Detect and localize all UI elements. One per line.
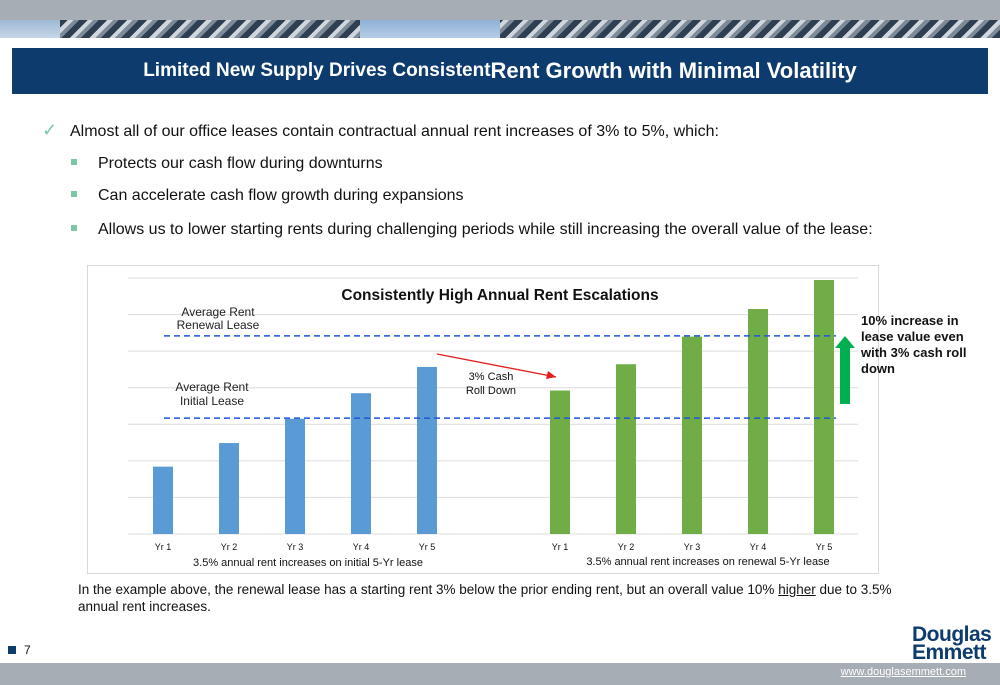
slide-title-part2: Rent Growth with Minimal Volatility — [490, 58, 857, 83]
page-number: 7 — [8, 643, 31, 657]
x-tick-label: Yr 4 — [353, 542, 370, 552]
bar — [550, 390, 570, 534]
footnote-underlined: higher — [778, 582, 816, 597]
group-label-renewal: 3.5% annual rent increases on renewal 5-… — [586, 556, 829, 568]
sub-bullet-2: Can accelerate cash flow growth during e… — [98, 187, 464, 204]
rolldown-label-line2: Roll Down — [466, 385, 516, 397]
bar — [153, 466, 173, 534]
x-tick-label: Yr 1 — [552, 542, 569, 552]
rolldown-arrowhead-icon — [546, 371, 556, 379]
group-label-initial: 3.5% annual rent increases on initial 5-… — [193, 557, 423, 569]
increase-line-1: 10% increase in — [861, 313, 959, 328]
increase-line-4: down — [861, 361, 895, 376]
square-bullet-icon — [71, 191, 77, 197]
bar — [748, 308, 768, 534]
increase-line-2: lease value even — [861, 329, 964, 344]
ref-label-renewal-line2: Renewal Lease — [177, 318, 260, 332]
slide-title-part1: Limited New Supply Drives Consistent — [143, 60, 491, 81]
page-marker-icon — [8, 646, 16, 654]
bar — [351, 393, 371, 534]
x-tick-label: Yr 3 — [684, 542, 701, 552]
bar — [219, 443, 239, 534]
chart-title: Consistently High Annual Rent Escalation… — [341, 287, 658, 304]
slide-title-bar: Limited New Supply Drives Consistent Ren… — [12, 48, 988, 94]
sub-bullet-3: Allows us to lower starting rents during… — [98, 221, 873, 238]
square-bullet-icon — [71, 159, 77, 165]
footnote-part2: due to 3.5% annual rent increases. — [78, 582, 892, 614]
x-tick-label: Yr 1 — [155, 542, 172, 552]
increase-line-3: with 3% cash roll — [861, 345, 967, 360]
website-link[interactable]: www.douglasemmett.com — [840, 666, 966, 678]
checkmark-icon: ✓ — [42, 120, 58, 140]
header-sky — [360, 20, 500, 38]
rolldown-label-line1: 3% Cash — [469, 371, 514, 383]
company-logo: Douglas Emmett — [912, 623, 992, 664]
footnote: In the example above, the renewal lease … — [78, 581, 918, 615]
x-tick-label: Yr 2 — [618, 542, 635, 552]
x-tick-label: Yr 5 — [419, 542, 436, 552]
ref-label-initial-line2: Initial Lease — [180, 394, 244, 408]
ref-label-initial-line1: Average Rent — [175, 380, 249, 394]
increase-up-arrow-icon — [835, 336, 855, 404]
x-tick-label: Yr 4 — [750, 542, 767, 552]
main-bullet: Almost all of our office leases contain … — [70, 123, 719, 140]
increase-annotation: 10% increase in lease value even with 3%… — [861, 313, 966, 377]
page-number-text: 7 — [24, 643, 31, 657]
logo-line2: Emmett — [912, 641, 987, 664]
top-band — [0, 0, 1000, 20]
x-tick-label: Yr 3 — [287, 542, 304, 552]
bar — [814, 280, 834, 534]
logo-line1: Douglas — [912, 623, 992, 646]
header-building-image — [0, 20, 1000, 38]
bar — [616, 364, 636, 534]
header-sky-left — [0, 20, 60, 38]
sub-bullet-1: Protects our cash flow during downturns — [98, 155, 383, 172]
bar — [285, 418, 305, 534]
rolldown-arrow-line — [436, 353, 557, 378]
footer-band: www.douglasemmett.com — [0, 663, 1000, 685]
bar — [682, 336, 702, 534]
rent-escalation-chart: Consistently High Annual Rent Escalation… — [87, 265, 879, 574]
x-tick-label: Yr 5 — [816, 542, 833, 552]
chart-canvas: Consistently High Annual Rent Escalation… — [128, 277, 858, 569]
square-bullet-icon — [71, 225, 77, 231]
ref-label-renewal-line1: Average Rent — [181, 305, 255, 319]
x-tick-label: Yr 2 — [221, 542, 238, 552]
footnote-part1: In the example above, the renewal lease … — [78, 582, 779, 597]
bar — [417, 366, 437, 534]
